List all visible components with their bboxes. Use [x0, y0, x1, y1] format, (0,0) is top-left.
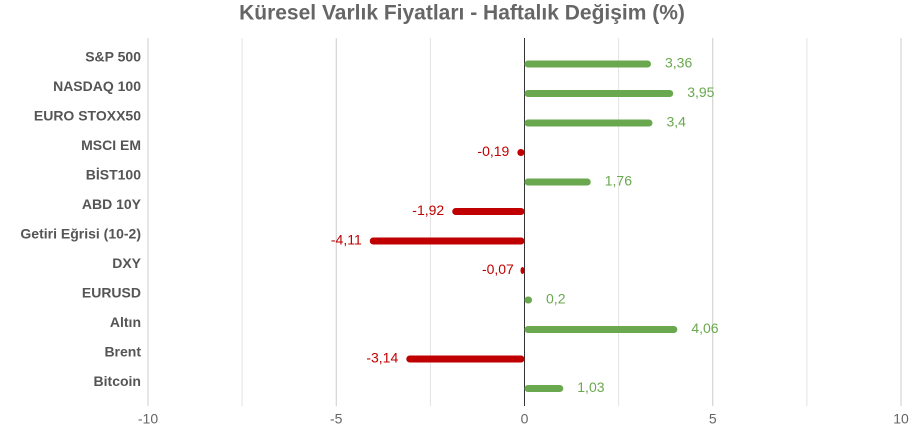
value-label: 3,36	[665, 55, 692, 71]
value-label: 3,4	[667, 114, 687, 130]
category-label: ABD 10Y	[82, 196, 142, 212]
bar	[406, 355, 525, 363]
category-label: Brent	[104, 344, 141, 360]
bar	[517, 149, 525, 156]
value-label: 3,95	[687, 84, 714, 100]
bar	[524, 178, 591, 186]
bar	[369, 237, 525, 245]
bar	[524, 60, 652, 68]
value-label: -1,92	[412, 202, 444, 218]
x-tick-label: 5	[709, 411, 717, 427]
category-label: MSCI EM	[81, 137, 141, 153]
value-label: -0,19	[477, 143, 509, 159]
value-label: 1,03	[577, 379, 604, 395]
category-label: BİST100	[86, 167, 141, 183]
category-label: S&P 500	[85, 49, 141, 65]
chart-title: Küresel Varlık Fiyatları - Haftalık Deği…	[239, 2, 685, 25]
category-label: DXY	[112, 255, 141, 271]
value-label: 0,2	[546, 291, 566, 307]
x-tick-label: -5	[330, 411, 343, 427]
bar	[524, 296, 533, 304]
category-label: EURO STOXX50	[34, 108, 141, 124]
bar	[520, 267, 525, 274]
category-label: Getiri Eğrisi (10-2)	[20, 226, 141, 242]
value-label: -0,07	[482, 261, 514, 277]
category-label: Altın	[110, 314, 141, 330]
category-label: Bitcoin	[94, 373, 141, 389]
x-tick-label: 10	[893, 411, 909, 427]
value-label: -4,11	[331, 232, 362, 248]
category-label: NASDAQ 100	[53, 78, 141, 94]
bar	[524, 119, 653, 127]
bar	[524, 326, 678, 333]
bar	[524, 90, 674, 97]
bar	[524, 385, 564, 392]
value-label: 4,06	[691, 320, 718, 336]
x-tick-label: -10	[138, 411, 158, 427]
category-label: EURUSD	[82, 285, 141, 301]
bar	[452, 208, 525, 215]
value-label: 1,76	[605, 173, 632, 189]
x-tick-label: 0	[521, 411, 529, 427]
value-label: -3,14	[366, 350, 398, 366]
